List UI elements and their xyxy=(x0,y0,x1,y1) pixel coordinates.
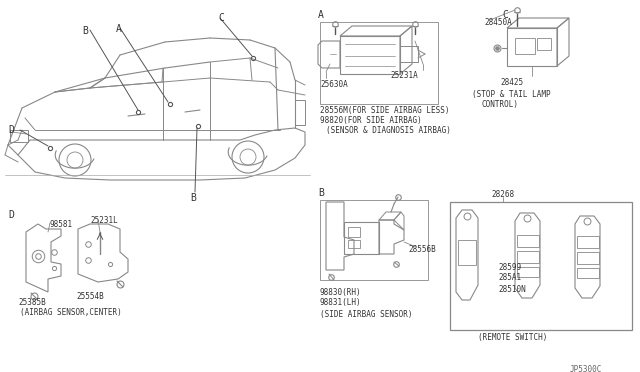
Bar xyxy=(344,222,379,254)
Bar xyxy=(320,22,438,104)
Text: 28510N: 28510N xyxy=(498,285,525,294)
Text: 25630A: 25630A xyxy=(320,80,348,89)
Bar xyxy=(517,267,539,277)
Bar xyxy=(537,38,551,50)
Text: 98831(LH): 98831(LH) xyxy=(320,298,362,307)
Text: 28556M(FOR SIDE AIRBAG LESS): 28556M(FOR SIDE AIRBAG LESS) xyxy=(320,106,449,115)
Text: (REMOTE SWITCH): (REMOTE SWITCH) xyxy=(478,333,547,342)
Text: (SIDE AIRBAG SENSOR): (SIDE AIRBAG SENSOR) xyxy=(320,310,413,319)
Bar xyxy=(577,252,599,264)
Bar xyxy=(295,100,305,125)
Text: 285A1: 285A1 xyxy=(498,273,521,282)
Bar xyxy=(507,28,557,66)
Text: 98581: 98581 xyxy=(50,220,73,229)
Bar xyxy=(577,268,599,278)
Text: CONTROL): CONTROL) xyxy=(482,100,519,109)
Bar xyxy=(577,236,599,248)
Bar xyxy=(348,240,360,248)
Text: 25231A: 25231A xyxy=(390,71,418,80)
Bar xyxy=(515,38,535,54)
Text: (AIRBAG SENSOR,CENTER): (AIRBAG SENSOR,CENTER) xyxy=(20,308,122,317)
Text: 28425: 28425 xyxy=(500,78,523,87)
Text: A: A xyxy=(318,10,324,20)
Bar xyxy=(348,227,360,237)
Text: D: D xyxy=(8,125,14,135)
Text: 98830(RH): 98830(RH) xyxy=(320,288,362,297)
Text: B: B xyxy=(318,188,324,198)
Text: 28450A: 28450A xyxy=(484,18,512,27)
Text: C: C xyxy=(502,10,508,20)
Bar xyxy=(450,202,632,330)
Text: JP5300C: JP5300C xyxy=(570,365,602,372)
Bar xyxy=(517,251,539,263)
Text: B: B xyxy=(190,193,196,203)
Text: (STOP & TAIL LAMP: (STOP & TAIL LAMP xyxy=(472,90,550,99)
Text: D: D xyxy=(8,210,14,220)
Text: 28556B: 28556B xyxy=(408,245,436,254)
Text: 98820(FOR SIDE AIRBAG): 98820(FOR SIDE AIRBAG) xyxy=(320,116,422,125)
Text: 25385B: 25385B xyxy=(18,298,45,307)
Text: 25554B: 25554B xyxy=(76,292,104,301)
Bar xyxy=(10,130,28,142)
Bar xyxy=(458,240,476,265)
Bar xyxy=(517,235,539,247)
Bar xyxy=(320,200,428,280)
Text: C: C xyxy=(218,13,224,23)
Text: (SENSOR & DIAGNOSIS AIRBAG): (SENSOR & DIAGNOSIS AIRBAG) xyxy=(326,126,451,135)
Bar xyxy=(340,36,400,74)
Text: A: A xyxy=(116,24,122,34)
Text: 28268: 28268 xyxy=(492,190,515,199)
Text: 28599: 28599 xyxy=(498,263,521,272)
Text: B: B xyxy=(82,26,88,36)
Text: 25231L: 25231L xyxy=(90,216,118,225)
Bar xyxy=(400,46,418,62)
